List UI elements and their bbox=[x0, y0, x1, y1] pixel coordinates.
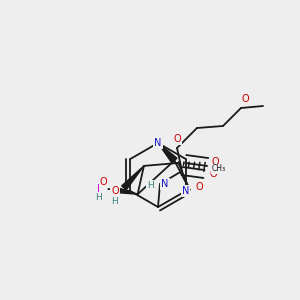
Polygon shape bbox=[122, 166, 144, 190]
Text: N: N bbox=[161, 179, 169, 189]
Text: N: N bbox=[182, 186, 189, 196]
Text: CH₃: CH₃ bbox=[212, 164, 226, 173]
Text: F: F bbox=[98, 184, 103, 194]
Text: O: O bbox=[173, 134, 181, 144]
Text: N: N bbox=[154, 138, 162, 148]
Text: O: O bbox=[212, 157, 220, 167]
Text: O: O bbox=[196, 182, 203, 192]
Text: O: O bbox=[100, 177, 107, 187]
Text: H: H bbox=[147, 181, 153, 190]
Text: O: O bbox=[209, 169, 217, 179]
Text: H: H bbox=[112, 197, 118, 206]
Text: O: O bbox=[241, 94, 249, 104]
Polygon shape bbox=[158, 143, 177, 163]
Polygon shape bbox=[112, 186, 138, 194]
Text: H: H bbox=[95, 193, 102, 202]
Text: O: O bbox=[111, 186, 119, 196]
